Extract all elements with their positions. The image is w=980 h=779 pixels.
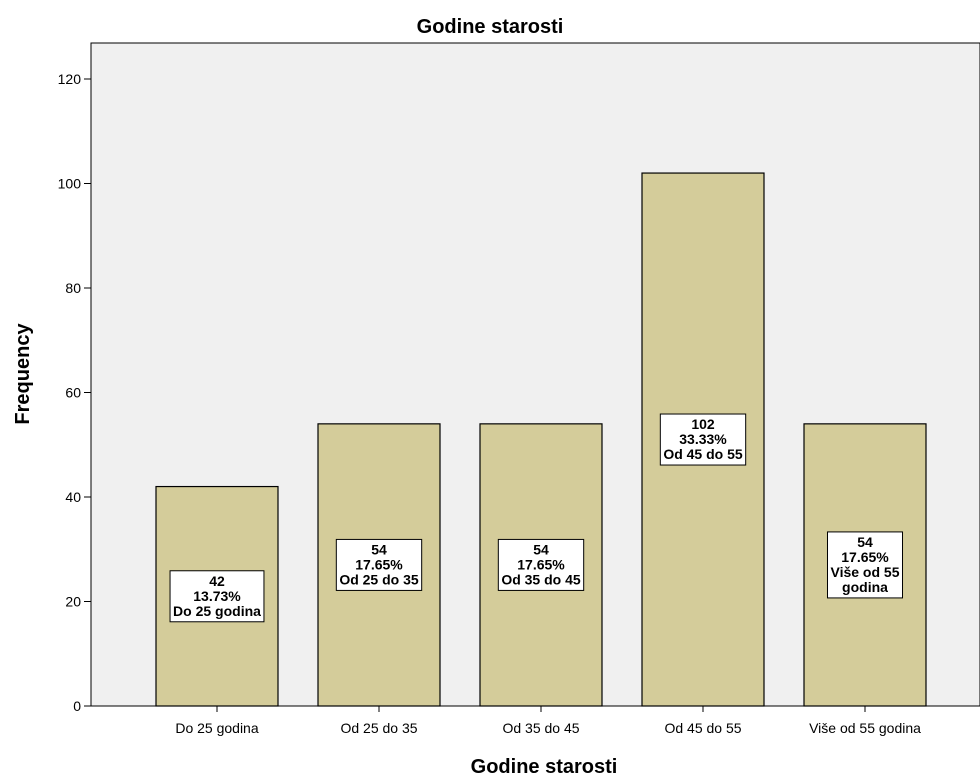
data-label-text: 54 (371, 541, 387, 557)
data-label-text: godina (842, 579, 888, 595)
x-tick-label: Od 25 do 35 (340, 720, 417, 736)
data-label-box (826, 531, 904, 599)
data-label-box (497, 538, 585, 591)
data-label-text: Od 25 do 35 (339, 571, 419, 587)
data-label-text: 17.65% (517, 556, 565, 572)
y-axis: 0 20 40 60 80 100 120 (58, 71, 91, 714)
data-label-text: 42 (209, 573, 225, 589)
x-tick-label: Od 35 do 45 (502, 720, 579, 736)
y-tick-label: 100 (58, 176, 82, 192)
y-axis-title: Frequency (12, 323, 34, 425)
x-tick-label: Od 45 do 55 (664, 720, 741, 736)
data-label-box (335, 538, 423, 591)
chart-title: Godine starosti (417, 16, 564, 38)
y-tick-label: 60 (65, 385, 81, 401)
x-tick-label: Više od 55 godina (809, 720, 921, 736)
data-label-text: Više od 55 (830, 564, 899, 580)
data-label-text: 54 (857, 534, 873, 550)
data-label-text: 33.33% (679, 431, 727, 447)
data-label-text: 13.73% (193, 588, 241, 604)
data-label-text: Do 25 godina (173, 603, 261, 619)
data-label-text: 17.65% (355, 556, 403, 572)
y-tick-label: 0 (73, 698, 81, 714)
y-tick-label: 40 (65, 489, 81, 505)
data-label-text: Od 35 do 45 (501, 571, 581, 587)
x-axis-title: Godine starosti (471, 756, 618, 778)
data-label-text: 54 (533, 541, 549, 557)
data-label-text: Od 45 do 55 (663, 446, 743, 462)
x-tick-label: Do 25 godina (175, 720, 259, 736)
y-tick-label: 80 (65, 280, 81, 296)
y-tick-label: 20 (65, 594, 81, 610)
data-label-box (169, 570, 265, 623)
x-axis: Do 25 godina Od 25 do 35 Od 35 do 45 Od 45 … (175, 706, 921, 736)
data-label-text: 17.65% (841, 549, 889, 565)
data-label-text: 102 (691, 416, 715, 432)
data-label-box (659, 413, 747, 466)
y-tick-label: 120 (58, 71, 82, 87)
